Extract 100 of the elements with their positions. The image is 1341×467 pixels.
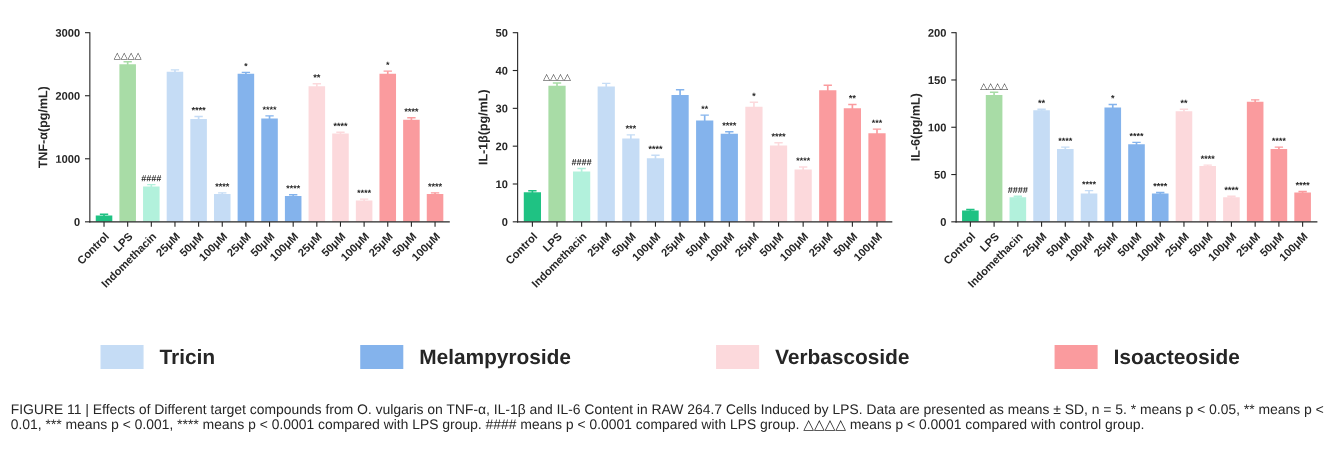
- bar: [1104, 107, 1122, 222]
- data-label: ####: [141, 175, 162, 182]
- bar: [819, 90, 837, 222]
- bar: [332, 133, 349, 222]
- bar: [1080, 193, 1098, 222]
- data-label: **: [701, 105, 709, 110]
- bar: [794, 169, 812, 222]
- data-label: ****: [262, 106, 277, 110]
- bar: [1246, 101, 1264, 222]
- bar: [1294, 192, 1311, 222]
- y-tick-label: 0: [940, 218, 946, 226]
- data-label: *: [244, 62, 248, 67]
- bar: [213, 194, 231, 222]
- bar: [166, 71, 184, 222]
- bar: [1175, 111, 1193, 222]
- bar: [237, 73, 255, 222]
- bar: [143, 186, 160, 222]
- data-label: ****: [357, 189, 372, 194]
- y-tick-label: 1000: [56, 155, 80, 163]
- legend-label: Verbascoside: [775, 348, 909, 365]
- bar: [843, 108, 861, 222]
- data-label: ****: [648, 145, 663, 150]
- bar: [646, 158, 665, 222]
- y-tick-label: 0: [502, 218, 508, 226]
- data-label: **: [1180, 99, 1188, 104]
- y-axis-title: IL-6(pg/mL): [910, 93, 923, 161]
- bar: [1128, 144, 1145, 222]
- bar: [403, 119, 420, 222]
- bar: [1033, 110, 1050, 222]
- bar: [355, 200, 373, 222]
- bar: [985, 95, 1003, 222]
- data-label: *: [752, 92, 756, 97]
- bar: [597, 86, 615, 222]
- data-label: ****: [771, 133, 786, 137]
- y-tick-label: 2000: [55, 92, 80, 100]
- bar: [720, 133, 738, 222]
- bar: [1056, 149, 1074, 222]
- y-tick-label: 10: [496, 180, 508, 189]
- y-tick-label: 100: [928, 123, 946, 132]
- bar: [523, 192, 542, 222]
- data-label: ####: [571, 159, 592, 166]
- y-tick-label: 30: [495, 104, 508, 113]
- bar: [548, 85, 566, 222]
- data-label: ****: [215, 183, 230, 187]
- legend-label: Tricin: [159, 348, 214, 365]
- data-label: ***: [625, 125, 637, 129]
- y-tick-label: 3000: [55, 28, 80, 37]
- bar: [745, 106, 763, 222]
- bar: [696, 120, 714, 222]
- bar: [379, 73, 397, 222]
- bar: [119, 64, 136, 222]
- y-tick-label: 50: [495, 28, 508, 37]
- bar: [769, 145, 788, 222]
- bar: [622, 138, 640, 222]
- data-label: ****: [404, 108, 419, 112]
- data-label: ****: [1082, 181, 1097, 185]
- legend-label: Isoacteoside: [1115, 348, 1240, 365]
- y-tick-label: 200: [928, 28, 946, 37]
- bar: [671, 95, 689, 222]
- bar: [261, 118, 278, 222]
- y-tick-label: 40: [495, 66, 508, 75]
- data-label: *: [386, 61, 390, 66]
- data-label: ****: [1224, 186, 1239, 191]
- bar: [573, 171, 591, 222]
- data-label: ****: [191, 107, 206, 111]
- legend-label: Melampyroside: [420, 348, 571, 369]
- data-label: △△△△: [980, 83, 1008, 91]
- y-axis-title: IL-1β(pg/mL): [478, 90, 490, 165]
- bar: [1199, 166, 1216, 222]
- data-label: △△△△: [113, 52, 142, 60]
- data-label: **: [1038, 99, 1046, 104]
- data-label: ****: [1295, 182, 1310, 186]
- data-label: ****: [1153, 183, 1168, 187]
- data-label: ***: [871, 119, 883, 124]
- data-label: *: [1111, 95, 1115, 99]
- bar: [426, 194, 444, 222]
- data-label: ****: [1058, 137, 1073, 141]
- y-tick-label: 50: [934, 170, 946, 179]
- data-label: △△△△: [543, 73, 571, 81]
- data-label: ****: [1271, 137, 1286, 141]
- bar: [308, 86, 326, 222]
- data-label: ####: [1007, 186, 1028, 194]
- data-label: ****: [286, 185, 301, 189]
- data-label: ****: [1200, 155, 1215, 159]
- data-label: **: [313, 74, 321, 78]
- y-tick-label: 150: [928, 76, 946, 85]
- data-label: **: [848, 95, 856, 99]
- bar: [1270, 149, 1288, 222]
- y-tick-label: 20: [495, 142, 508, 151]
- bar: [1151, 193, 1169, 222]
- bar: [1009, 197, 1027, 222]
- data-label: ****: [333, 122, 348, 127]
- bar: [284, 195, 302, 222]
- bar: [868, 133, 886, 222]
- data-label: ****: [722, 122, 737, 126]
- y-axis-title: TNF-α(pg/mL): [38, 86, 50, 169]
- data-label: ****: [428, 183, 443, 187]
- y-tick-label: 0: [74, 218, 80, 226]
- bar: [190, 119, 207, 222]
- data-label: ****: [1129, 132, 1144, 137]
